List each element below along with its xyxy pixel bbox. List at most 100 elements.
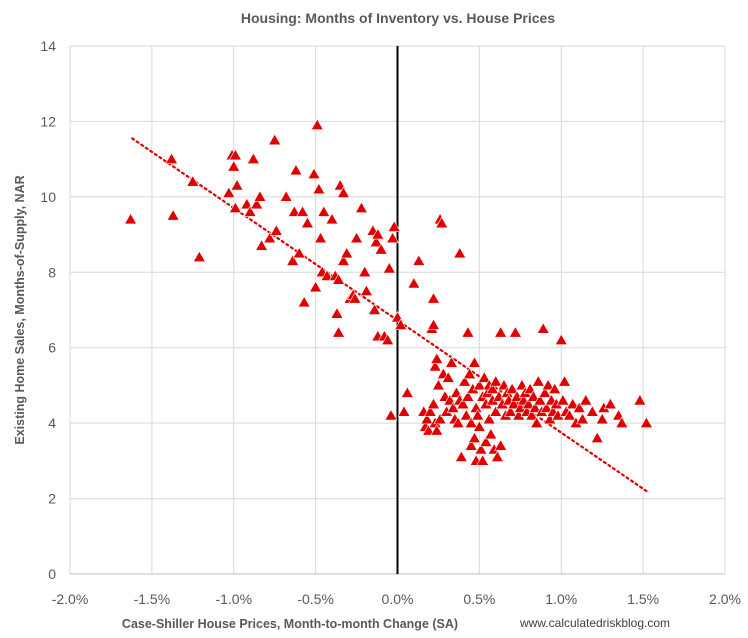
data-point-triangle xyxy=(350,231,364,244)
x-tick-label: 0.0% xyxy=(382,591,414,607)
data-point-triangle xyxy=(300,216,314,229)
data-point-triangle xyxy=(246,152,260,164)
data-point-triangle xyxy=(590,431,604,444)
data-point-triangle xyxy=(422,424,436,436)
x-tick-label: -1.5% xyxy=(134,591,171,607)
data-point-triangle xyxy=(445,356,459,368)
data-point-triangle xyxy=(446,401,460,413)
data-point-triangle xyxy=(336,254,350,266)
data-point-triangle xyxy=(430,352,444,364)
data-point-triangle xyxy=(639,416,653,428)
data-point-triangle xyxy=(471,408,485,421)
data-point-triangle xyxy=(222,186,236,198)
data-point-triangle xyxy=(461,326,475,338)
data-point-triangle xyxy=(541,378,555,391)
source-credit: www.calculatedriskblog.com xyxy=(519,616,670,630)
data-point-triangle xyxy=(558,375,572,387)
data-point-triangle xyxy=(397,405,411,417)
data-point-triangle xyxy=(369,235,383,247)
data-point-triangle xyxy=(615,416,629,428)
data-point-triangle xyxy=(358,265,372,278)
data-point-triangle xyxy=(463,367,477,379)
data-point-triangle xyxy=(279,190,293,202)
data-point-triangle xyxy=(474,442,488,455)
data-point-triangle xyxy=(508,326,522,338)
data-point-triangle xyxy=(536,322,550,334)
x-tick-label: 1.5% xyxy=(627,591,659,607)
data-point-triangle xyxy=(503,405,518,417)
data-point-triangle xyxy=(297,295,311,308)
data-point-triangle xyxy=(579,393,593,406)
y-tick-label: 10 xyxy=(40,189,56,205)
data-point-triangle xyxy=(479,435,493,447)
y-axis-title: Existing Home Sales, Months-of-Supply, N… xyxy=(13,175,27,444)
x-tick-label: -1.0% xyxy=(215,591,252,607)
data-point-triangle xyxy=(165,152,179,164)
data-point-triangle xyxy=(186,175,200,187)
data-point-triangle xyxy=(354,201,368,213)
data-point-triangle xyxy=(307,167,321,180)
data-point-triangle xyxy=(166,209,180,221)
data-point-triangle xyxy=(476,454,490,466)
data-point-triangle xyxy=(538,386,552,398)
data-point-triangle xyxy=(539,401,554,413)
data-point-triangle xyxy=(521,397,536,410)
y-tick-label: 0 xyxy=(48,566,56,582)
data-point-triangle xyxy=(494,326,508,338)
x-tick-label: 1.0% xyxy=(545,591,577,607)
y-tick-label: 14 xyxy=(40,38,56,54)
data-point-triangle xyxy=(485,382,499,394)
x-axis-title: Case-Shiller House Prices, Month-to-mont… xyxy=(122,617,458,631)
data-point-triangle xyxy=(310,118,324,130)
data-point-triangle xyxy=(633,393,647,406)
data-point-triangle xyxy=(461,390,475,402)
data-point-triangle xyxy=(428,359,442,372)
data-point-triangle xyxy=(314,231,328,244)
y-tick-label: 2 xyxy=(48,491,56,507)
y-tick-label: 6 xyxy=(48,340,56,356)
data-point-triangle xyxy=(230,178,244,191)
data-point-triangle xyxy=(456,397,470,410)
data-point-triangle xyxy=(435,216,449,229)
x-tick-label: 0.5% xyxy=(463,591,495,607)
y-tick-label: 12 xyxy=(40,113,56,129)
trendline xyxy=(131,137,648,493)
data-point-triangle xyxy=(576,412,590,425)
data-point-triangle xyxy=(464,416,478,428)
data-point-triangle xyxy=(400,386,414,398)
data-point-triangle xyxy=(441,371,455,383)
data-point-triangle xyxy=(472,420,486,432)
data-point-triangle xyxy=(412,254,426,266)
data-point-triangle xyxy=(454,450,468,462)
data-point-triangle xyxy=(292,246,306,259)
x-tick-label: 2.0% xyxy=(709,591,741,607)
data-point-triangle xyxy=(489,375,503,387)
data-point-triangle xyxy=(296,205,310,217)
data-point-triangle xyxy=(228,201,242,213)
data-point-triangle xyxy=(477,371,491,383)
data-point-triangle xyxy=(548,382,562,394)
data-point-triangle xyxy=(484,427,498,440)
data-point-triangle xyxy=(368,303,382,315)
data-point-triangle xyxy=(336,186,350,198)
data-point-triangle xyxy=(526,390,540,402)
data-point-triangle xyxy=(566,397,580,410)
data-point-triangle xyxy=(431,378,445,391)
data-point-triangle xyxy=(420,412,434,425)
x-tick-label: -2.0% xyxy=(52,591,89,607)
data-point-triangle xyxy=(469,401,483,413)
data-point-triangle xyxy=(394,318,408,330)
data-point-triangle xyxy=(451,416,465,428)
data-point-triangle xyxy=(427,397,441,410)
data-point-triangle xyxy=(359,284,373,296)
data-point-triangle xyxy=(330,307,344,319)
data-point-triangle xyxy=(530,416,544,428)
data-point-triangle xyxy=(489,405,503,417)
data-point-triangle xyxy=(325,212,339,225)
data-point-triangle xyxy=(374,243,388,255)
data-point-triangle xyxy=(507,397,521,410)
data-point-triangle xyxy=(603,397,617,410)
data-point-triangle xyxy=(386,231,400,244)
